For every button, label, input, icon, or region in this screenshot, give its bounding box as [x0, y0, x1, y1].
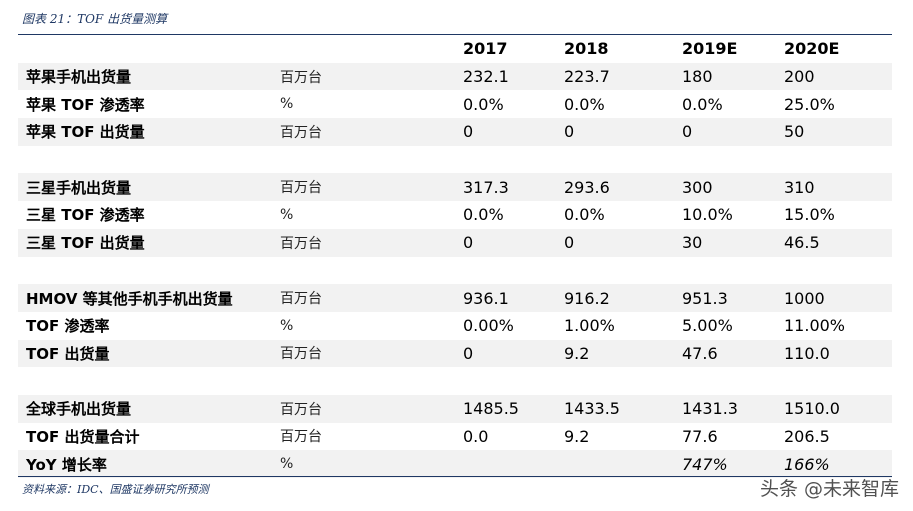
row-label: YoY 增长率	[26, 455, 107, 474]
row-unit: 百万台	[280, 69, 322, 86]
value-cell: 0.00%	[463, 316, 514, 336]
value-cell: 180	[682, 67, 713, 87]
table-row: HMOV 等其他手机手机出货量 百万台 936.1 916.2 951.3 1000	[18, 284, 892, 312]
value-cell: 9.2	[564, 343, 590, 363]
value-cell: 0.0%	[463, 94, 504, 114]
value-cell: 0.0%	[564, 94, 605, 114]
value-cell: 11.00%	[784, 316, 846, 336]
header-year: 2020E	[784, 39, 840, 59]
value-cell: 1510.0	[784, 399, 840, 419]
header-year: 2019E	[682, 39, 738, 59]
value-cell: 951.3	[682, 288, 728, 308]
source-note: 资料来源：IDC、国盛证券研究所预测	[22, 483, 209, 496]
value-cell: 0	[682, 122, 693, 142]
table-row: 三星手机出货量 百万台 317.3 293.6 300 310	[18, 173, 892, 202]
header-year: 2018	[564, 39, 609, 59]
value-cell: 0	[463, 122, 474, 142]
value-cell: 0.0%	[463, 205, 504, 225]
value-cell: 293.6	[564, 177, 610, 197]
value-cell: 317.3	[463, 177, 509, 197]
row-label: 全球手机出货量	[26, 400, 132, 419]
row-label: 三星手机出货量	[26, 178, 132, 197]
value-cell: 0.0	[463, 426, 489, 446]
table-row: 三星 TOF 渗透率% 0.0% 0.0% 10.0% 15.0%	[18, 201, 892, 229]
table-row: 三星 TOF 出货量 百万台 0 0 30 46.5	[18, 228, 892, 257]
value-cell: 47.6	[682, 343, 718, 363]
row-unit: %	[280, 317, 294, 334]
value-cell: 0	[463, 233, 474, 253]
row-label: TOF 出货量合计	[26, 427, 140, 446]
row-unit: 百万台	[280, 124, 322, 141]
row-unit: %	[280, 206, 294, 223]
value-cell: 0	[463, 343, 474, 363]
row-label: 三星 TOF 出货量	[26, 234, 145, 253]
value-cell: 916.2	[564, 288, 610, 308]
row-label: 苹果 TOF 出货量	[26, 123, 145, 142]
value-cell: 310	[784, 177, 815, 197]
table-row: TOF 渗透率% 0.00% 1.00% 5.00% 11.00%	[18, 312, 892, 340]
table-body: 苹果手机出货量 百万台 232.1 223.7 180 200 苹果 TOF 渗透率% 0.0…	[18, 62, 892, 478]
value-cell: 223.7	[564, 67, 610, 87]
table-row: YoY 增长率% 747% 166%	[18, 450, 892, 478]
row-unit: %	[280, 96, 294, 113]
value-cell: 200	[784, 67, 815, 87]
watermark: 头条 @未来智库	[759, 478, 899, 500]
row-unit: 百万台	[280, 180, 322, 197]
value-cell: 0.0%	[564, 205, 605, 225]
value-cell: 936.1	[463, 288, 509, 308]
row-label: 苹果 TOF 渗透率	[26, 95, 145, 114]
header-year: 2017	[463, 39, 508, 59]
value-cell: 10.0%	[682, 205, 733, 225]
table-row: 全球手机出货量 百万台 1485.5 1433.5 1431.3 1510.0	[18, 394, 892, 423]
table-bottom-rule	[18, 476, 892, 478]
value-cell: 110.0	[784, 343, 830, 363]
spacer-row	[18, 257, 892, 285]
table-header-row: 2017 2018 2019E 2020E	[18, 35, 892, 63]
value-cell: 77.6	[682, 426, 718, 446]
value-cell: 30	[682, 233, 703, 253]
spacer-row	[18, 367, 892, 395]
row-label: 苹果手机出货量	[26, 68, 132, 87]
table-row: TOF 出货量 百万台 0 9.2 47.6 110.0	[18, 339, 892, 368]
value-cell: 206.5	[784, 426, 830, 446]
value-cell: 1000	[784, 288, 825, 308]
value-cell: 9.2	[564, 426, 590, 446]
row-unit: 百万台	[280, 429, 322, 446]
value-cell: 232.1	[463, 67, 509, 87]
tof-shipment-table: 2017 2018 2019E 2020E 苹果手机出货量 百万台 232.1 223…	[18, 35, 892, 478]
value-cell: 46.5	[784, 233, 820, 253]
row-unit: 百万台	[280, 401, 322, 418]
table-row: TOF 出货量合计 百万台 0.0 9.2 77.6 206.5	[18, 423, 892, 451]
value-cell: 5.00%	[682, 316, 733, 336]
value-cell: 0.0%	[682, 94, 723, 114]
figure-caption: 图表 21：TOF 出货量测算	[22, 12, 168, 26]
row-unit: 百万台	[280, 346, 322, 363]
value-cell: 1.00%	[564, 316, 615, 336]
value-cell: 747%	[682, 454, 728, 474]
value-cell: 300	[682, 177, 713, 197]
row-unit: 百万台	[280, 235, 322, 252]
value-cell: 25.0%	[784, 94, 835, 114]
value-cell: 0	[564, 233, 575, 253]
row-unit: 百万台	[280, 291, 322, 308]
row-label: HMOV 等其他手机手机出货量	[26, 289, 233, 308]
value-cell: 166%	[784, 454, 830, 474]
value-cell: 1431.3	[682, 399, 738, 419]
row-unit: %	[280, 456, 294, 473]
table-row: 苹果 TOF 渗透率% 0.0% 0.0% 0.0% 25.0%	[18, 90, 892, 118]
row-label: TOF 出货量	[26, 344, 110, 363]
spacer-row	[18, 146, 892, 174]
row-label: 三星 TOF 渗透率	[26, 206, 145, 225]
table-top-rule	[18, 34, 892, 36]
table-row: 苹果 TOF 出货量 百万台 0 0 0 50	[18, 118, 892, 146]
value-cell: 50	[784, 122, 805, 142]
value-cell: 15.0%	[784, 205, 835, 225]
value-cell: 1433.5	[564, 399, 620, 419]
row-label: TOF 渗透率	[26, 317, 110, 336]
table-row: 苹果手机出货量 百万台 232.1 223.7 180 200	[18, 62, 892, 91]
value-cell: 0	[564, 122, 575, 142]
value-cell: 1485.5	[463, 399, 519, 419]
